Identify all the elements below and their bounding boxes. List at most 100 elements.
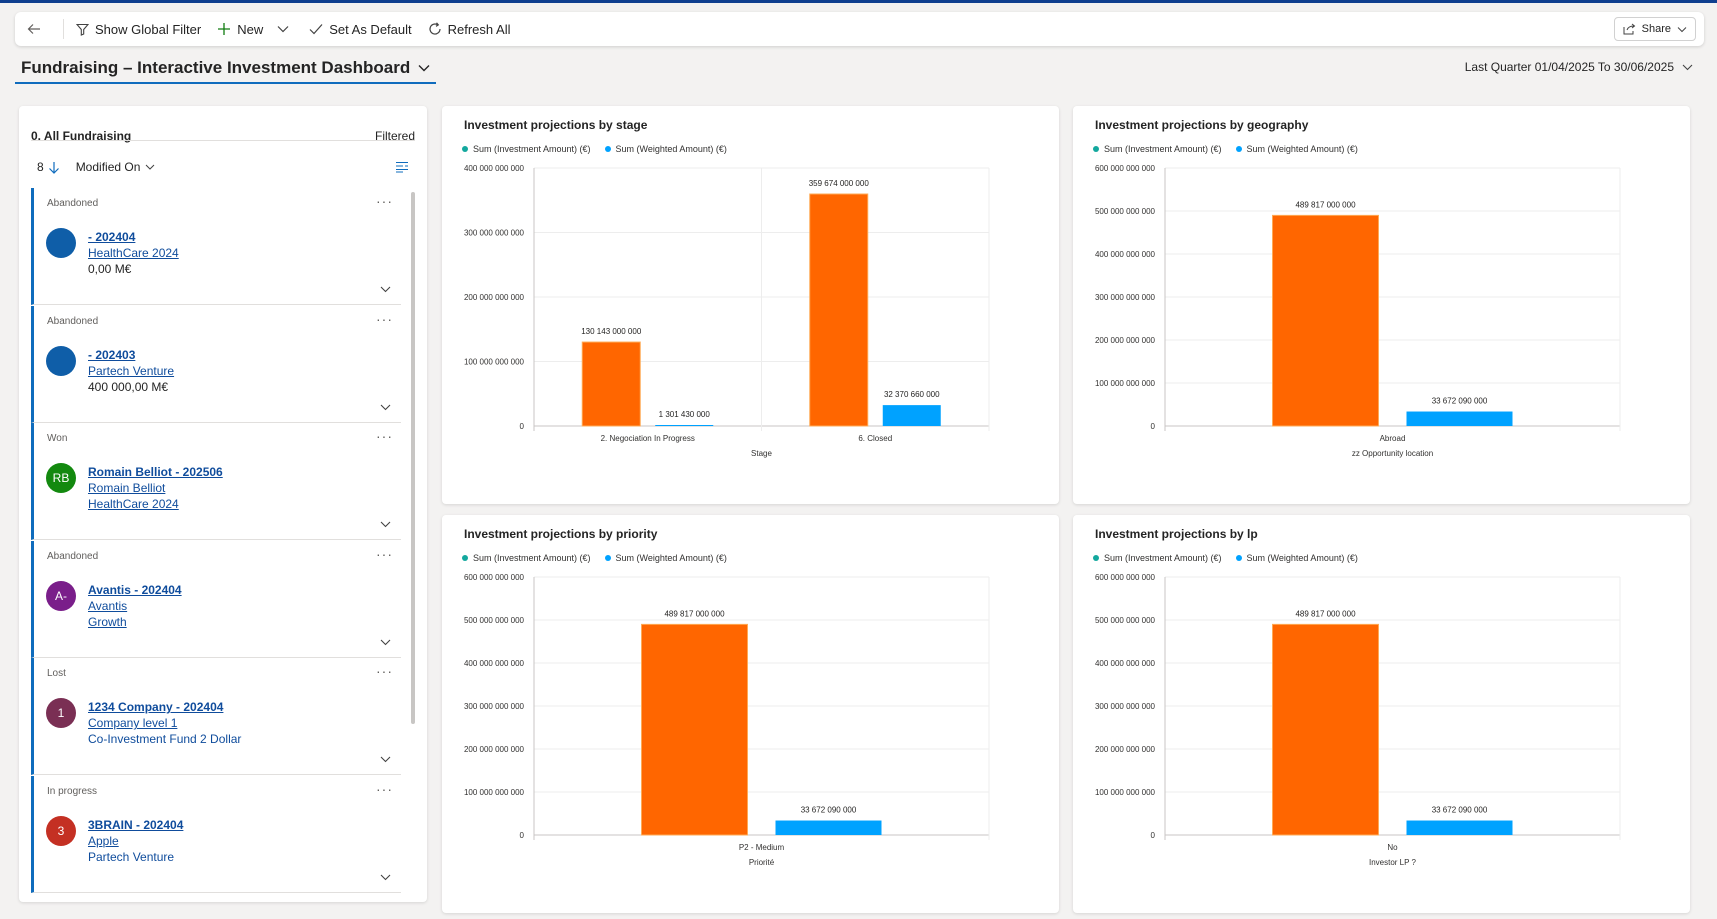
bar-weighted[interactable]	[882, 405, 941, 426]
record-name-link[interactable]: - 202404	[88, 230, 136, 244]
bar-weighted[interactable]	[1406, 820, 1513, 835]
legend-item-investment[interactable]: Sum (Investment Amount) (€)	[462, 144, 591, 154]
legend-item-weighted[interactable]: Sum (Weighted Amount) (€)	[604, 553, 727, 563]
show-global-filter-label: Show Global Filter	[95, 21, 202, 37]
y-tick-label: 100 000 000 000	[1095, 788, 1156, 797]
bar-investment[interactable]	[1272, 623, 1379, 836]
refresh-all-button[interactable]: Refresh All	[420, 12, 519, 46]
record-name-link[interactable]: - 202403	[88, 347, 136, 362]
expand-chevron-icon[interactable]	[380, 286, 391, 293]
data-label: 33 672 090 000	[1432, 397, 1488, 406]
record-account-link[interactable]: Partech Venture	[88, 363, 175, 378]
status-label: Abandoned	[47, 315, 99, 327]
legend-item-weighted[interactable]: Sum (Weighted Amount) (€)	[1235, 553, 1358, 563]
data-label: 130 143 000 000	[581, 327, 642, 336]
new-label: New	[237, 21, 264, 37]
bar-weighted[interactable]	[775, 820, 882, 835]
more-options-icon[interactable]: ···	[376, 663, 393, 680]
sort-field-dropdown[interactable]: Modified On	[76, 160, 156, 174]
y-tick-label: 200 000 000 000	[1095, 336, 1156, 345]
legend-item-investment[interactable]: Sum (Investment Amount) (€)	[462, 553, 591, 563]
expand-chevron-icon[interactable]	[380, 639, 391, 646]
legend-item-investment[interactable]: Sum (Investment Amount) (€)	[1093, 144, 1222, 154]
avatar: RB	[46, 463, 76, 494]
record-account-link[interactable]: HealthCare 2024	[88, 246, 179, 260]
record-name-link[interactable]: Romain Belliot - 202506	[88, 465, 223, 480]
legend-label: Sum (Weighted Amount) (€)	[615, 553, 727, 563]
share-button[interactable]: Share	[1613, 17, 1696, 41]
y-tick-label: 0	[520, 422, 525, 431]
legend-item-weighted[interactable]: Sum (Weighted Amount) (€)	[1235, 144, 1358, 154]
new-button[interactable]: New	[209, 12, 271, 46]
dashboard-title: Fundraising – Interactive Investment Das…	[21, 58, 411, 77]
y-tick-label: 500 000 000 000	[1095, 616, 1156, 625]
x-axis-title: Investor LP ?	[1369, 858, 1417, 867]
y-tick-label: 400 000 000 000	[464, 164, 525, 173]
dashboard-selector[interactable]: Fundraising – Interactive Investment Das…	[15, 54, 437, 84]
more-options-icon[interactable]: ···	[376, 545, 393, 562]
bar-weighted[interactable]	[655, 425, 714, 426]
bar-investment[interactable]	[581, 341, 641, 427]
data-label: 33 672 090 000	[801, 806, 857, 815]
new-dropdown-button[interactable]	[271, 12, 301, 46]
bar-investment[interactable]	[1272, 214, 1379, 427]
bar-weighted[interactable]	[1406, 411, 1513, 426]
y-tick-label: 300 000 000 000	[464, 702, 525, 711]
list-item[interactable]: In progress ··· 3 3BRAIN - 202404 Apple Parte…	[31, 776, 401, 893]
expand-chevron-icon[interactable]	[380, 874, 391, 881]
avatar: 3	[46, 816, 76, 846]
chart-plot: 0 100 000 000 000 200 000 000 000 300 000 0…	[1095, 164, 1621, 458]
record-detail[interactable]: HealthCare 2024	[88, 497, 179, 512]
expand-chevron-icon[interactable]	[380, 404, 391, 411]
record-account-link[interactable]: Avantis	[88, 598, 128, 613]
chevron-down-icon	[1682, 64, 1693, 70]
legend-item-weighted[interactable]: Sum (Weighted Amount) (€)	[604, 144, 727, 154]
expand-chevron-icon[interactable]	[380, 756, 391, 763]
y-tick-label: 100 000 000 000	[464, 788, 525, 797]
more-options-icon[interactable]: ···	[376, 193, 393, 209]
legend-item-investment[interactable]: Sum (Investment Amount) (€)	[1093, 553, 1222, 563]
toolbar-separator	[63, 19, 64, 39]
set-as-default-button[interactable]: Set As Default	[301, 12, 419, 46]
record-account-link[interactable]: Company level 1	[88, 716, 178, 731]
view-title[interactable]: 0. All Fundraising	[31, 129, 132, 143]
sort-arrow-down-icon[interactable]	[48, 161, 60, 174]
legend-label: Sum (Investment Amount) (€)	[473, 553, 591, 563]
record-name-link[interactable]: 1234 Company - 202404	[88, 700, 224, 715]
data-label: 1 301 430 000	[659, 410, 711, 419]
record-name-link[interactable]: Avantis - 202404	[88, 582, 182, 597]
list-item[interactable]: Lost ··· 1 1234 Company - 202404 Company lev…	[31, 658, 401, 776]
bar-investment[interactable]	[641, 623, 748, 836]
more-options-icon[interactable]: ···	[376, 781, 393, 797]
y-tick-label: 0	[520, 831, 525, 840]
back-button[interactable]	[15, 12, 59, 46]
refresh-all-label: Refresh All	[447, 21, 511, 37]
record-detail[interactable]: Growth	[88, 614, 127, 629]
list-item[interactable]: Abandoned ··· - 202403 Partech Venture 400 0…	[31, 305, 401, 423]
more-options-icon[interactable]: ···	[376, 428, 393, 445]
list-item[interactable]: Abandoned ··· A- Avantis - 202404 Avantis Gro…	[31, 540, 401, 658]
plus-icon	[218, 23, 231, 35]
back-arrow-icon	[27, 24, 40, 34]
expand-chevron-icon[interactable]	[380, 521, 391, 528]
record-name-link[interactable]: 3BRAIN - 202404	[88, 818, 184, 832]
legend-dot	[1093, 146, 1099, 152]
record-account-link[interactable]: Romain Belliot	[88, 481, 166, 496]
legend-label: Sum (Weighted Amount) (€)	[1246, 553, 1358, 563]
chart-panel-lp: Investment projections by lp Sum (Invest…	[1073, 515, 1690, 913]
more-options-icon[interactable]: ···	[376, 310, 393, 327]
x-axis-title: zz Opportunity location	[1352, 449, 1433, 458]
set-as-default-label: Set As Default	[329, 21, 412, 37]
record-account-link[interactable]: Apple	[88, 834, 119, 848]
chevron-down-icon	[1677, 26, 1687, 32]
period-selector[interactable]: Last Quarter 01/04/2025 To 30/06/2025	[1465, 60, 1693, 74]
bar-investment[interactable]	[809, 193, 869, 427]
show-global-filter-button[interactable]: Show Global Filter	[68, 12, 209, 46]
list-scrollbar[interactable]	[411, 192, 415, 724]
list-view-icon[interactable]	[395, 161, 409, 173]
list-item[interactable]: Abandoned ··· - 202404 HealthCare 2024 0,00 …	[31, 188, 401, 305]
y-tick-label: 200 000 000 000	[1095, 745, 1156, 754]
x-tick-label: No	[1387, 843, 1398, 852]
y-tick-label: 300 000 000 000	[1095, 293, 1156, 302]
list-item[interactable]: Won ··· RB Romain Belliot - 202506 Romain Be…	[31, 423, 401, 541]
